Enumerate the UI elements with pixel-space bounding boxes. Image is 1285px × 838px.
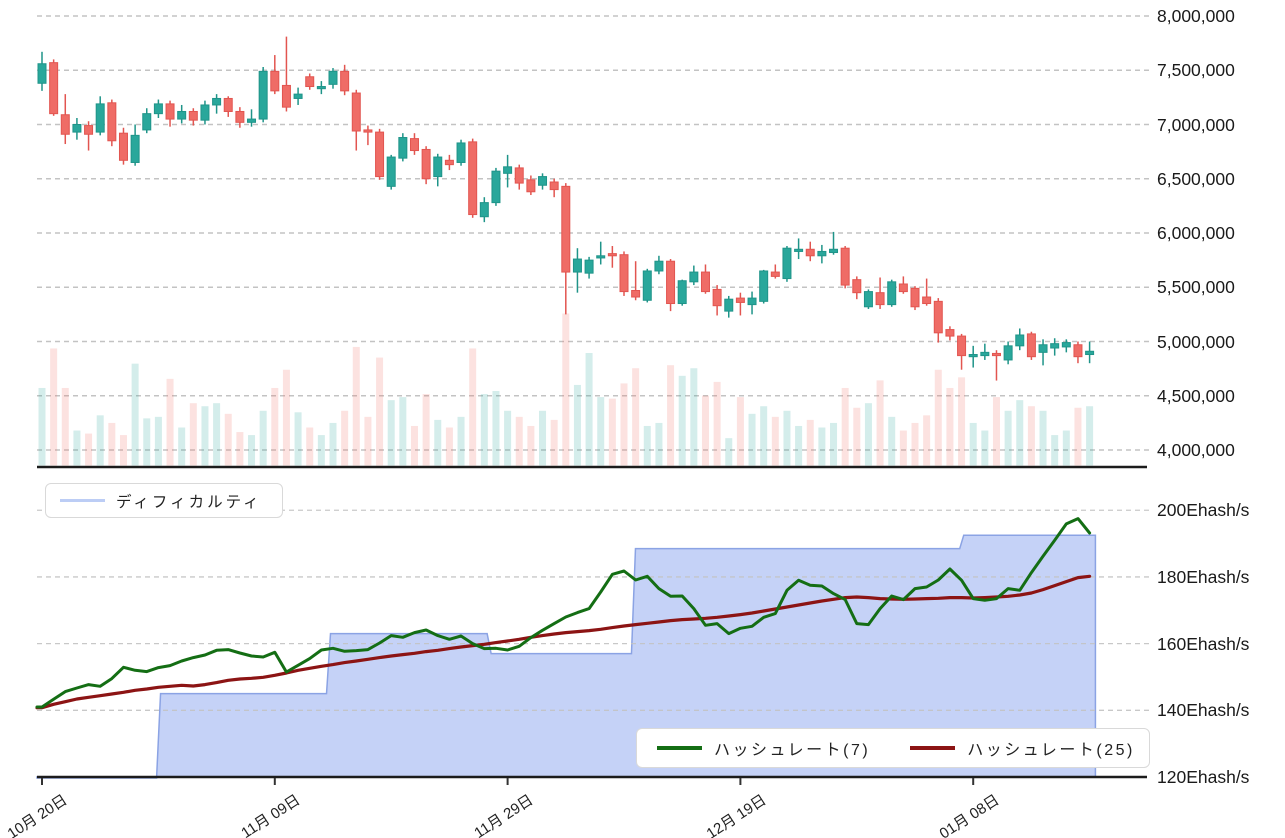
hash-axis-label: 120Ehash/s xyxy=(1157,767,1250,787)
hash-axis-label: 200Ehash/s xyxy=(1157,500,1250,521)
hashrate7-line xyxy=(35,517,1092,709)
hashrate25-legend-label[interactable]: ハッシュレート(25) xyxy=(967,742,1135,759)
price-axis-label: 7,500,000 xyxy=(1157,60,1235,81)
hash-axis-label: 140Ehash/s xyxy=(1157,700,1250,721)
hashrate25-line-swatch-icon xyxy=(910,746,956,750)
hashrate7-line-swatch-icon xyxy=(657,746,702,750)
price-gridlines xyxy=(37,15,1150,451)
hashrate-gridlines xyxy=(37,509,1150,711)
hash-axis-label: 160Ehash/s xyxy=(1157,633,1250,654)
difficulty-line-swatch-icon xyxy=(60,499,105,502)
volume-series xyxy=(38,313,1094,466)
difficulty-legend[interactable]: ディフィカルティ xyxy=(45,483,283,518)
price-axis-label: 6,500,000 xyxy=(1157,168,1235,189)
price-axis-label: 4,500,000 xyxy=(1157,385,1235,406)
candlestick-series xyxy=(37,36,1095,381)
price-axis-label: 5,000,000 xyxy=(1157,331,1235,352)
price-axis-label: 7,000,000 xyxy=(1157,114,1235,135)
price-axis-label: 4,000,000 xyxy=(1157,440,1235,460)
difficulty-area xyxy=(36,534,1097,779)
hashrate7-legend-label[interactable]: ハッシュレート(7) xyxy=(714,742,871,759)
hash-axis-label: 180Ehash/s xyxy=(1157,566,1250,587)
price-axis-label: 5,500,000 xyxy=(1157,277,1235,298)
difficulty-legend-label: ディフィカルティ xyxy=(116,493,262,511)
price-axis-label: 8,000,000 xyxy=(1157,6,1235,26)
hashrate-legend: ハッシュレート(7) ハッシュレート(25) xyxy=(636,728,1150,768)
price-axis-label: 6,000,000 xyxy=(1157,223,1235,243)
hashrate25-line xyxy=(35,574,1092,710)
axes xyxy=(37,465,1147,785)
